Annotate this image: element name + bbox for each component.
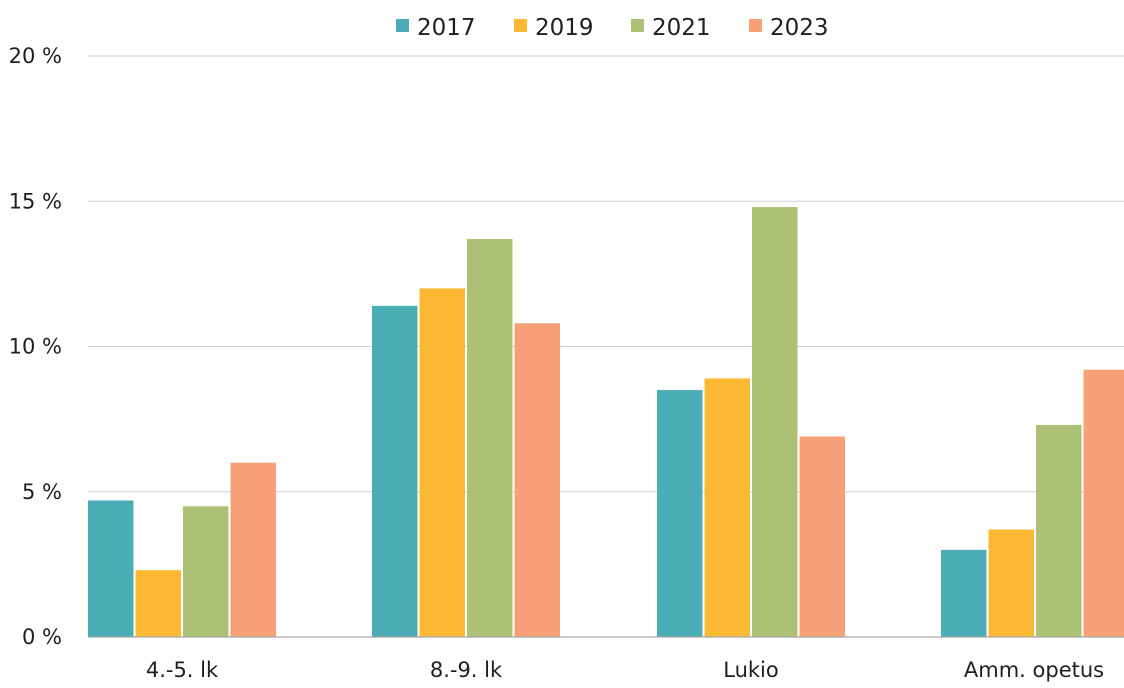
bar-2017-1: [372, 306, 418, 637]
legend-label: 2019: [535, 15, 594, 41]
bars: [88, 207, 1124, 637]
x-category-label: 4.-5. lk: [146, 658, 219, 682]
bar-2019-0: [136, 570, 182, 637]
bar-2017-2: [657, 390, 703, 637]
bar-2023-0: [231, 463, 277, 637]
legend-swatch: [396, 19, 409, 32]
bar-2021-0: [183, 506, 229, 637]
y-tick-label: 10 %: [9, 335, 62, 359]
bar-2021-2: [752, 207, 798, 637]
bar-2023-3: [1084, 370, 1124, 637]
legend-swatch: [749, 19, 762, 32]
x-category-label: Lukio: [723, 658, 778, 682]
bar-2019-1: [420, 288, 466, 637]
bar-2019-3: [989, 530, 1035, 637]
x-category-label: 8.-9. lk: [430, 658, 503, 682]
bar-2021-1: [467, 239, 513, 637]
x-category-label: Amm. opetus: [964, 658, 1104, 682]
legend-label: 2017: [417, 15, 476, 41]
legend-label: 2021: [652, 15, 711, 41]
bar-2019-2: [705, 378, 751, 637]
bar-2017-3: [941, 550, 987, 637]
y-tick-label: 15 %: [9, 189, 62, 213]
bar-2017-0: [88, 500, 134, 637]
y-tick-label: 20 %: [9, 44, 62, 68]
bar-2023-1: [515, 323, 561, 637]
legend: 2017 2019 2021 2023: [396, 15, 829, 41]
y-tick-label: 5 %: [22, 480, 62, 504]
y-axis-ticks: 0 % 5 % 10 % 15 % 20 %: [9, 44, 62, 649]
bar-2023-2: [800, 437, 846, 637]
legend-label: 2023: [770, 15, 829, 41]
bar-2021-3: [1036, 425, 1082, 637]
y-tick-label: 0 %: [22, 625, 62, 649]
x-axis-categories: 4.-5. lk 8.-9. lk Lukio Amm. opetus: [146, 658, 1104, 682]
legend-swatch: [631, 19, 644, 32]
gridlines: [88, 56, 1124, 492]
legend-swatch: [514, 19, 527, 32]
